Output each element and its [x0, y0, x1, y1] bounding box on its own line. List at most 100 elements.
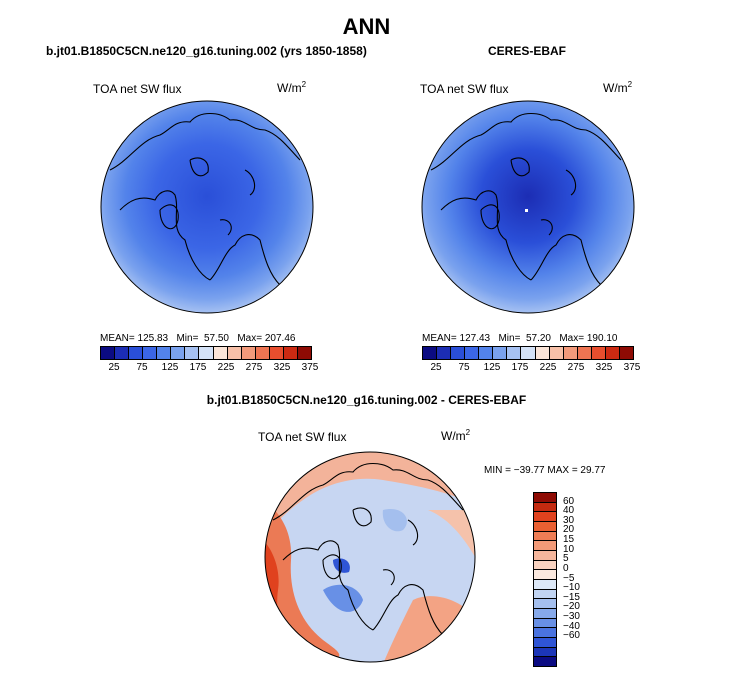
colorbar-tick-label: 225 [217, 362, 235, 373]
diff-polar-map [264, 451, 476, 663]
colorbar-swatch [451, 347, 466, 359]
colorbar-swatch [297, 347, 311, 359]
right-units-label: W/m2 [603, 80, 633, 95]
colorbar-swatch [521, 347, 536, 359]
colorbar-swatch [563, 347, 578, 359]
colorbar-swatch [534, 493, 556, 503]
colorbar-swatch [534, 560, 556, 571]
colorbar-swatch [269, 347, 284, 359]
colorbar-swatch [534, 599, 556, 610]
right-map-border [421, 100, 635, 314]
colorbar-swatch [534, 647, 556, 658]
colorbar-tick-label: 25 [108, 362, 120, 373]
right-variable-label: TOA net SW flux [420, 82, 509, 96]
colorbar-tick-label: 20 [563, 524, 575, 536]
diff-colorbar [533, 492, 557, 667]
left-stats: MEAN= 125.83 Min= 57.50 Max= 207.46 [100, 333, 296, 344]
colorbar-swatch [534, 580, 556, 590]
colorbar-tick-label: −30 [563, 610, 580, 622]
colorbar-swatch [423, 347, 438, 359]
colorbar-tick-label: 5 [563, 553, 569, 565]
colorbar-swatch [619, 347, 633, 359]
colorbar-tick-label: 75 [458, 362, 470, 373]
right-stats: MEAN= 127.43 Min= 57.20 Max= 190.10 [422, 333, 618, 344]
page-title: ANN [342, 14, 391, 39]
colorbar-swatch [534, 570, 556, 581]
diff-variable-label: TOA net SW flux [258, 430, 347, 444]
diff-minmax: MIN = −39.77 MAX = 29.77 [484, 465, 606, 476]
colorbar-swatch [534, 618, 556, 629]
left-colorbar [100, 346, 312, 360]
colorbar-swatch [143, 347, 158, 359]
colorbar-swatch [185, 347, 200, 359]
colorbar-swatch [534, 589, 556, 600]
diff-colorbar-ticks: 60 40 30 20 15 10 5 0 −5 −10 −15 −20 −30 −40 −60 [563, 492, 603, 665]
right-colorbar [422, 346, 634, 360]
colorbar-tick-label: 0 [563, 562, 569, 574]
left-colorbar-ticks: 25 75 125 175 225 275 325 375 [100, 362, 318, 374]
colorbar-tick-label: 375 [623, 362, 641, 373]
colorbar-tick-label: 325 [273, 362, 291, 373]
colorbar-tick-label: 40 [563, 505, 575, 517]
colorbar-tick-label: 125 [483, 362, 501, 373]
colorbar-swatch [534, 541, 556, 552]
colorbar-swatch [535, 347, 550, 359]
left-units-label: W/m2 [277, 80, 307, 95]
left-coastlines [109, 112, 311, 295]
colorbar-swatch [549, 347, 564, 359]
colorbar-tick-label: 125 [161, 362, 179, 373]
colorbar-tick-label: 60 [563, 495, 575, 507]
colorbar-swatch [157, 347, 172, 359]
colorbar-swatch [534, 628, 556, 639]
left-panel-heading: b.jt01.B1850C5CN.ne120_g16.tuning.002 (y… [46, 44, 367, 58]
right-panel-heading: CERES-EBAF [488, 44, 567, 58]
colorbar-tick-label: 225 [539, 362, 557, 373]
colorbar-tick-label: −10 [563, 582, 580, 594]
colorbar-swatch [493, 347, 508, 359]
colorbar-swatch [591, 347, 606, 359]
colorbar-tick-label: 375 [301, 362, 319, 373]
colorbar-tick-label: −60 [563, 630, 580, 642]
colorbar-swatch [534, 638, 556, 648]
colorbar-tick-label: 325 [595, 362, 613, 373]
diff-units-label: W/m2 [441, 428, 471, 443]
colorbar-swatch [465, 347, 480, 359]
colorbar-swatch [241, 347, 256, 359]
colorbar-swatch [534, 522, 556, 532]
colorbar-swatch [534, 609, 556, 619]
colorbar-swatch [534, 502, 556, 513]
colorbar-swatch [437, 347, 452, 359]
colorbar-swatch [115, 347, 130, 359]
colorbar-tick-label: 15 [563, 534, 575, 546]
colorbar-swatch [534, 512, 556, 523]
colorbar-swatch [534, 531, 556, 542]
colorbar-swatch [227, 347, 242, 359]
colorbar-swatch [479, 347, 494, 359]
colorbar-swatch [171, 347, 186, 359]
left-variable-label: TOA net SW flux [93, 82, 182, 96]
right-map-field [422, 101, 634, 313]
colorbar-tick-label: −40 [563, 620, 580, 632]
right-colorbar-ticks: 25 75 125 175 225 275 325 375 [422, 362, 640, 374]
colorbar-swatch [199, 347, 214, 359]
colorbar-swatch [507, 347, 522, 359]
colorbar-swatch [605, 347, 620, 359]
colorbar-swatch [129, 347, 144, 359]
left-map-border [100, 100, 314, 314]
left-map-field [101, 101, 313, 313]
colorbar-tick-label: −5 [563, 572, 575, 584]
colorbar-swatch [534, 551, 556, 561]
colorbar-swatch [283, 347, 298, 359]
pole-hole-marker [525, 209, 528, 212]
colorbar-swatch [534, 657, 556, 667]
colorbar-tick-label: 275 [567, 362, 585, 373]
colorbar-tick-label: 25 [430, 362, 442, 373]
colorbar-swatch [101, 347, 116, 359]
colorbar-swatch [213, 347, 228, 359]
colorbar-tick-label: 30 [563, 514, 575, 526]
right-polar-map [421, 100, 635, 314]
colorbar-swatch [577, 347, 592, 359]
left-polar-map [100, 100, 314, 314]
diff-map-border [264, 451, 476, 663]
colorbar-tick-label: 175 [189, 362, 207, 373]
